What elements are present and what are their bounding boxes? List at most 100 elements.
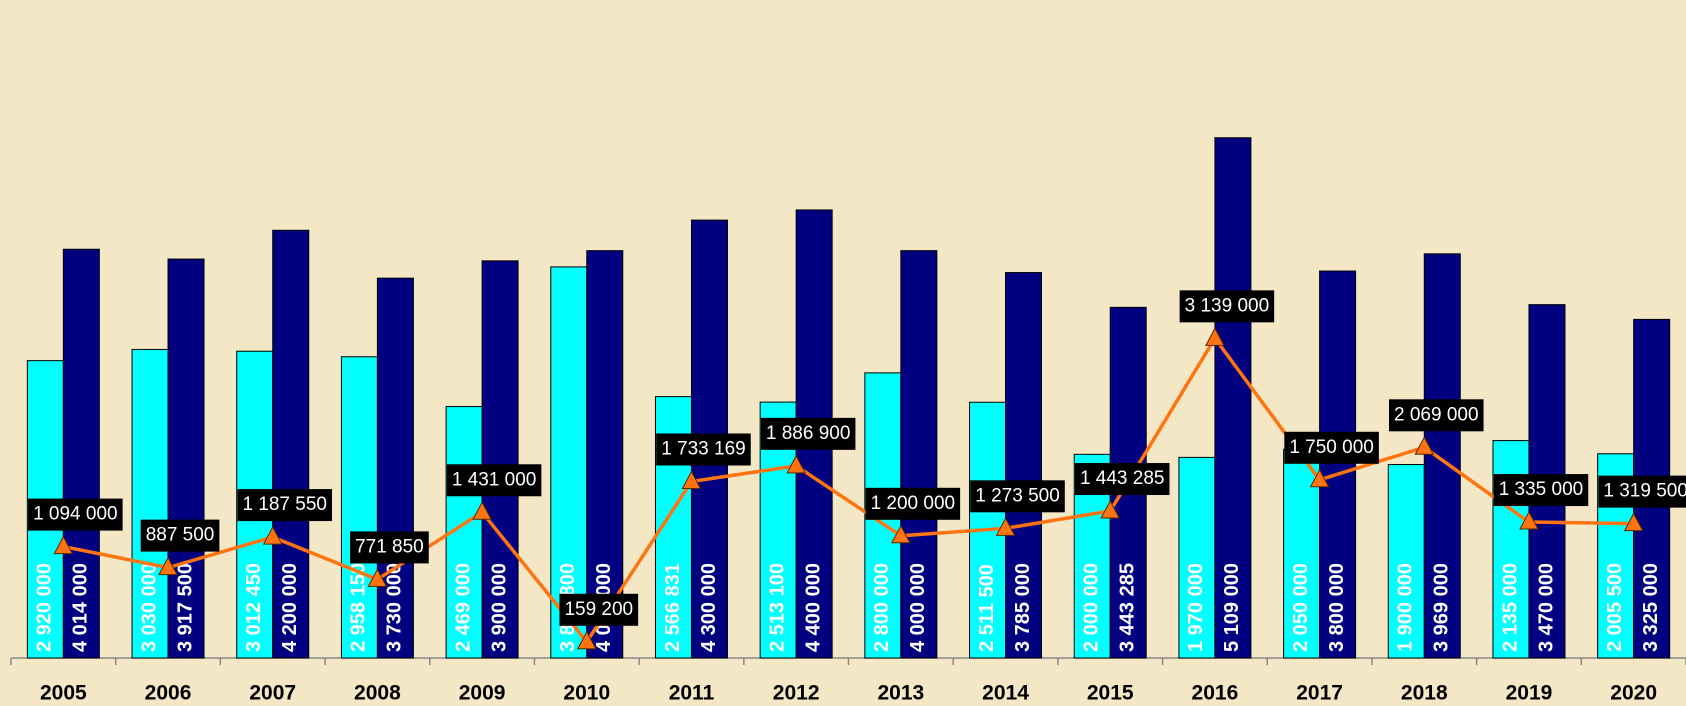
bar	[550, 266, 588, 659]
data-label: 1 886 900	[760, 417, 856, 450]
bar-value-label: 2 135 000	[1499, 563, 1521, 652]
data-label-text: 1 886 900	[766, 423, 851, 444]
bar-value-label: 5 109 000	[1221, 563, 1243, 652]
x-tick-label: 2005	[40, 682, 87, 705]
line-marker	[681, 470, 702, 490]
x-tick-label: 2006	[145, 682, 192, 705]
x-tick-label: 2007	[249, 682, 296, 705]
line-marker	[158, 556, 178, 576]
data-label: 3 139 000	[1179, 290, 1275, 323]
data-label: 1 733 169	[656, 433, 751, 466]
data-label: 1 431 000	[446, 464, 542, 497]
data-label: 1 187 550	[237, 489, 332, 522]
data-label-text: 1 187 550	[242, 494, 327, 515]
bar-value-label: 2 920 000	[34, 563, 56, 652]
bar-value-label: 3 443 285	[1117, 563, 1139, 652]
data-label: 1 335 000	[1493, 474, 1589, 507]
bar-value-label: 3 325 000	[1640, 563, 1662, 652]
bar-value-label: 4 200 000	[279, 563, 301, 652]
data-label-text: 1 443 285	[1080, 468, 1165, 489]
x-tick-label: 2011	[669, 682, 715, 705]
line-marker	[1205, 327, 1225, 346]
bar-value-label: 2 800 000	[871, 563, 893, 652]
data-label-box	[970, 480, 1065, 513]
x-tick-label: 2018	[1401, 682, 1448, 705]
bar	[272, 229, 310, 659]
data-label: 1 200 000	[865, 487, 961, 520]
data-label-text: 771 850	[355, 536, 424, 557]
x-tick-label: 2013	[877, 682, 924, 705]
bar	[586, 250, 624, 659]
line-marker	[53, 535, 74, 555]
data-label-text: 1 431 000	[452, 469, 537, 490]
line-marker	[1414, 436, 1435, 455]
data-label-text: 1 335 000	[1499, 479, 1584, 500]
line-marker	[891, 524, 911, 544]
data-label-box	[350, 531, 429, 564]
data-label-text: 887 500	[146, 525, 215, 546]
data-label-text: 2 069 000	[1394, 404, 1479, 425]
bar-value-label: 3 730 000	[384, 563, 406, 652]
x-tick-label: 2019	[1506, 682, 1553, 705]
bar-value-label: 3 917 500	[174, 563, 196, 652]
data-label-box	[1179, 290, 1275, 323]
line-marker	[1623, 512, 1644, 532]
data-label: 1 750 000	[1284, 431, 1379, 464]
bar-value-label: 4 400 000	[802, 563, 824, 652]
data-label-box	[760, 417, 856, 450]
bar	[481, 260, 519, 659]
data-label: 2 069 000	[1389, 399, 1484, 432]
bar-value-label: 3 900 000	[488, 563, 510, 652]
bar-value-label: 2 566 831	[662, 563, 684, 652]
bar	[1319, 270, 1357, 659]
line-marker	[262, 525, 283, 545]
x-tick-label: 2016	[1192, 682, 1239, 705]
data-label-box	[140, 519, 220, 552]
x-tick-label: 2020	[1610, 682, 1657, 705]
bar-value-label: 3 012 450	[243, 563, 265, 652]
bar	[62, 248, 100, 659]
data-label-box	[28, 498, 123, 531]
bar-value-label: 3 030 000	[138, 563, 160, 652]
data-label: 771 850	[350, 531, 429, 564]
line-marker	[995, 517, 1016, 536]
bar	[1423, 253, 1461, 659]
x-tick-label: 2017	[1296, 682, 1343, 705]
data-label-box	[237, 489, 332, 522]
data-label-box	[446, 464, 542, 497]
bar	[1005, 272, 1043, 659]
data-label-text: 1 200 000	[871, 493, 956, 514]
line-marker	[472, 501, 492, 520]
bar	[167, 258, 205, 659]
bar-value-label: 4 300 000	[698, 563, 720, 652]
bar	[131, 348, 169, 659]
bar-value-label: 2 469 000	[452, 563, 474, 652]
data-label-box	[559, 593, 639, 626]
bar-value-label: 2 511 500	[976, 564, 998, 652]
x-tick-label: 2012	[773, 682, 820, 705]
bar-value-label: 3 470 000	[1535, 563, 1557, 652]
bar-value-label: 4 014 000	[70, 563, 92, 652]
data-label-text: 1 273 500	[975, 485, 1060, 506]
x-tick-label: 2014	[982, 682, 1029, 705]
bar-value-label: 4 000 000	[907, 563, 929, 652]
data-label-box	[1074, 463, 1170, 496]
data-label: 159 200	[559, 593, 639, 626]
x-tick-label: 2010	[563, 682, 610, 705]
data-label-box	[1598, 475, 1686, 508]
line-marker	[1519, 510, 1539, 530]
bar-value-label: 3 969 000	[1431, 563, 1453, 652]
data-label-text: 159 200	[564, 599, 633, 620]
line-marker	[367, 568, 388, 587]
x-tick-label: 2015	[1087, 682, 1134, 705]
line-marker	[576, 630, 597, 650]
x-tick-label: 2009	[459, 682, 506, 705]
data-label: 1 443 285	[1074, 463, 1170, 496]
data-label-box	[1284, 431, 1379, 464]
data-label-text: 1 750 000	[1289, 437, 1374, 458]
data-label: 1 094 000	[28, 498, 123, 531]
data-label-text: 1 733 169	[661, 439, 746, 460]
bar-value-label: 2 000 000	[1081, 563, 1103, 652]
bar-value-label: 2 513 100	[766, 563, 788, 652]
